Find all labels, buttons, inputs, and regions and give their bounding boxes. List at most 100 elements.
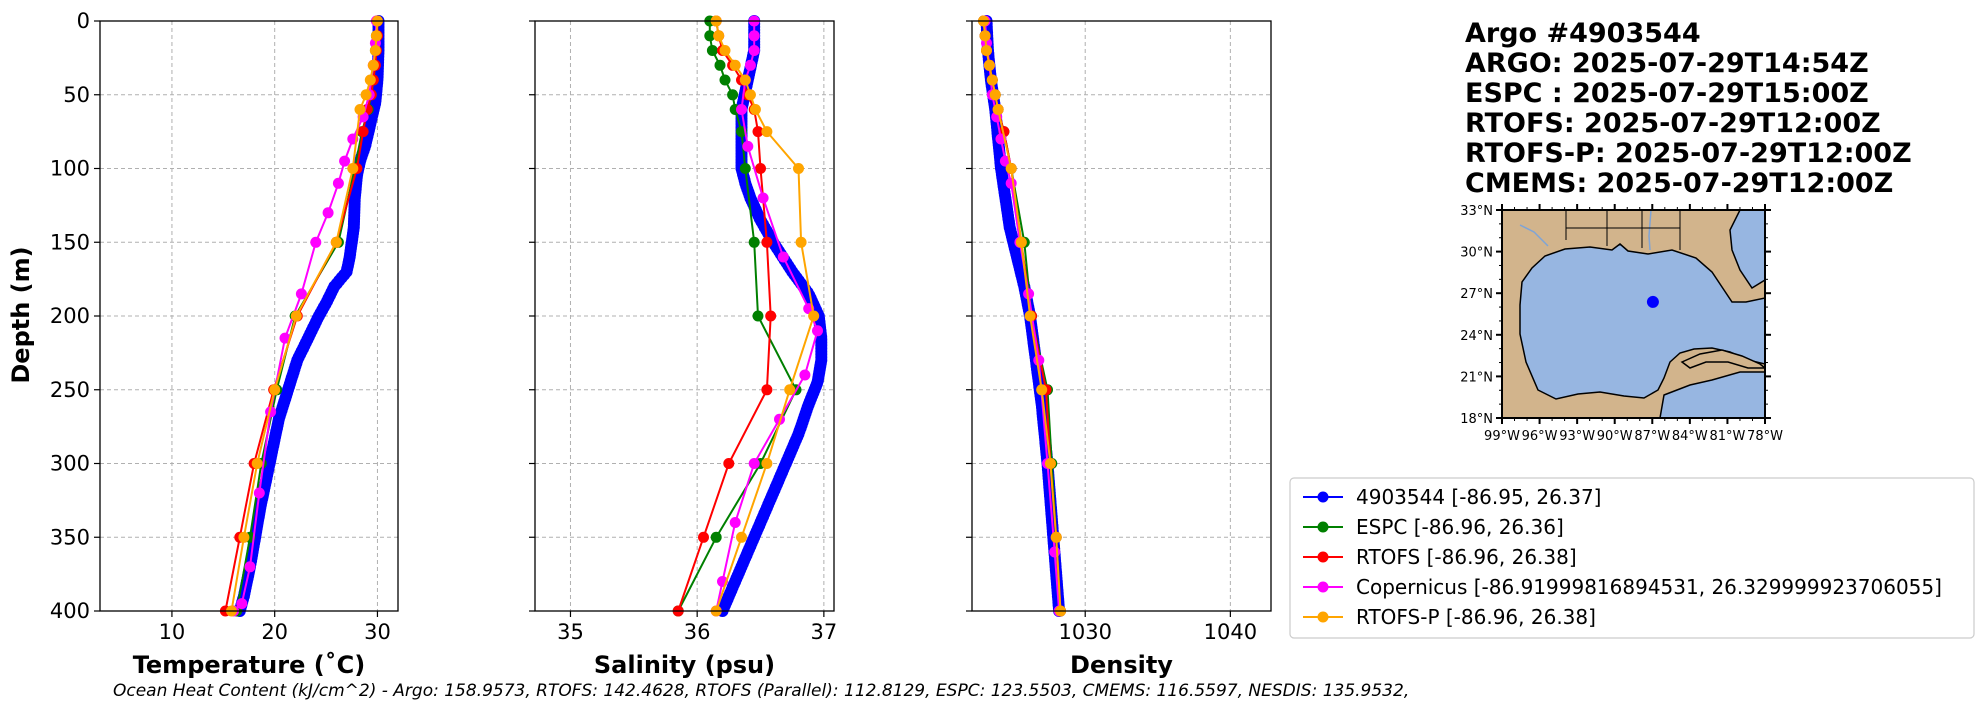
data-point: [793, 163, 804, 174]
legend-marker: [1317, 521, 1329, 533]
atlantic-ocean: [1729, 210, 1765, 290]
data-point: [739, 163, 751, 174]
data-point: [748, 236, 760, 248]
data-point: [269, 384, 281, 396]
map-lat-label: 33°N: [1460, 204, 1493, 219]
data-point: [244, 561, 256, 573]
data-point: [812, 325, 823, 337]
map-lon-label: 96°W: [1522, 429, 1558, 444]
x-axis-title: Density: [1070, 651, 1173, 679]
data-point: [989, 89, 1001, 101]
data-point: [1024, 310, 1036, 322]
data-point: [742, 140, 754, 152]
legend-label: ESPC [-86.96, 26.36]: [1356, 515, 1564, 539]
data-point: [714, 59, 726, 71]
map-lon-label: 84°W: [1672, 429, 1708, 444]
data-point: [1005, 177, 1017, 189]
legend-label: 4903544 [-86.95, 26.37]: [1356, 485, 1601, 509]
data-point: [339, 155, 351, 167]
data-point: [369, 45, 381, 56]
data-point: [799, 369, 811, 381]
data-point: [992, 104, 1004, 115]
data-point: [729, 59, 741, 71]
data-point: [713, 30, 725, 42]
float-title: Argo #4903544: [1465, 18, 1701, 49]
gulf-of-mexico: [1519, 243, 1765, 400]
ocean-heat-content-footer: Ocean Heat Content (kJ/cm^2) - Argo: 158…: [113, 681, 1409, 701]
data-point: [719, 45, 731, 56]
map-lat-label: 30°N: [1460, 246, 1493, 261]
data-point: [1015, 236, 1027, 248]
data-point: [1049, 546, 1061, 558]
x-tick-label: 37: [810, 620, 837, 644]
data-point: [755, 163, 766, 174]
y-tick-label: 150: [50, 230, 90, 254]
x-tick-label: 20: [261, 620, 288, 644]
legend: 4903544 [-86.95, 26.37] ESPC [-86.96, 26…: [1289, 477, 1975, 639]
river-line: [1519, 210, 1652, 251]
map-lat-label: 27°N: [1460, 287, 1493, 302]
argo-time: ARGO: 2025-07-29T14:54Z: [1465, 48, 1869, 79]
data-point: [752, 310, 764, 322]
x-axis-title: Salinity (psu): [594, 651, 775, 679]
salinity-profile-panel: 35 36 37 Salinity (psu): [529, 15, 837, 679]
data-point: [761, 126, 773, 138]
y-tick-label: 50: [63, 83, 90, 107]
data-point: [706, 45, 718, 56]
data-point: [981, 45, 992, 56]
map-lon-label: 93°W: [1559, 429, 1595, 444]
density-profile-panel: 1030 1040 Density: [966, 15, 1272, 679]
data-point: [736, 531, 747, 543]
rtofs-time: RTOFS: 2025-07-29T12:00Z: [1465, 108, 1881, 139]
temperature-profile-panel: 10 20 30050100150200250300350400Temperatur…: [50, 9, 399, 679]
data-point: [253, 487, 265, 499]
data-point: [729, 517, 741, 528]
series-rtofs-p: [978, 15, 1066, 617]
x-tick-label: 10: [159, 620, 186, 644]
legend-entry-rtofs: RTOFS [-86.96, 26.38]: [1303, 545, 1577, 569]
y-tick-label: 250: [50, 378, 90, 402]
data-point: [752, 126, 764, 138]
y-tick-label: 0: [77, 9, 90, 33]
data-point: [1023, 288, 1035, 300]
data-point: [1036, 384, 1048, 396]
y-tick-label: 350: [50, 525, 90, 549]
series-rtofs-p: [710, 15, 820, 617]
data-point: [761, 458, 773, 469]
data-point: [757, 192, 769, 204]
data-point: [1050, 531, 1062, 543]
data-point: [719, 74, 731, 86]
map-lon-label: 99°W: [1484, 429, 1520, 444]
data-point: [795, 236, 807, 248]
legend-label: RTOFS [-86.96, 26.38]: [1356, 545, 1577, 569]
legend-entry-rtofs-p: RTOFS-P [-86.96, 26.38]: [1303, 605, 1596, 629]
data-point: [808, 310, 820, 322]
info-block: Argo #4903544 ARGO: 2025-07-29T14:54Z ES…: [1465, 18, 1912, 199]
data-point: [1005, 163, 1017, 174]
map-lon-label: 90°W: [1597, 429, 1633, 444]
data-point: [761, 236, 773, 248]
data-point: [739, 74, 751, 86]
caribbean-sea: [1659, 371, 1765, 418]
legend-label: Copernicus [-86.91999816894531, 26.32999…: [1356, 575, 1942, 599]
data-point: [777, 251, 789, 263]
data-point: [290, 310, 302, 322]
data-point: [765, 310, 777, 322]
data-point: [748, 45, 760, 56]
legend-entry-copernicus: Copernicus [-86.91999816894531, 26.32999…: [1303, 575, 1942, 599]
data-point: [295, 288, 307, 300]
argo-float-marker: [1646, 295, 1659, 308]
data-point: [1044, 458, 1056, 469]
data-point: [727, 89, 739, 101]
legend-marker: [1317, 581, 1329, 593]
data-point: [1033, 354, 1045, 366]
data-point: [979, 30, 991, 42]
data-point: [710, 531, 722, 543]
series-espc: [672, 15, 802, 617]
data-point: [322, 207, 334, 219]
cuba: [1680, 349, 1765, 369]
legend-marker: [1317, 551, 1329, 563]
data-point: [310, 236, 322, 248]
data-point: [238, 531, 250, 543]
